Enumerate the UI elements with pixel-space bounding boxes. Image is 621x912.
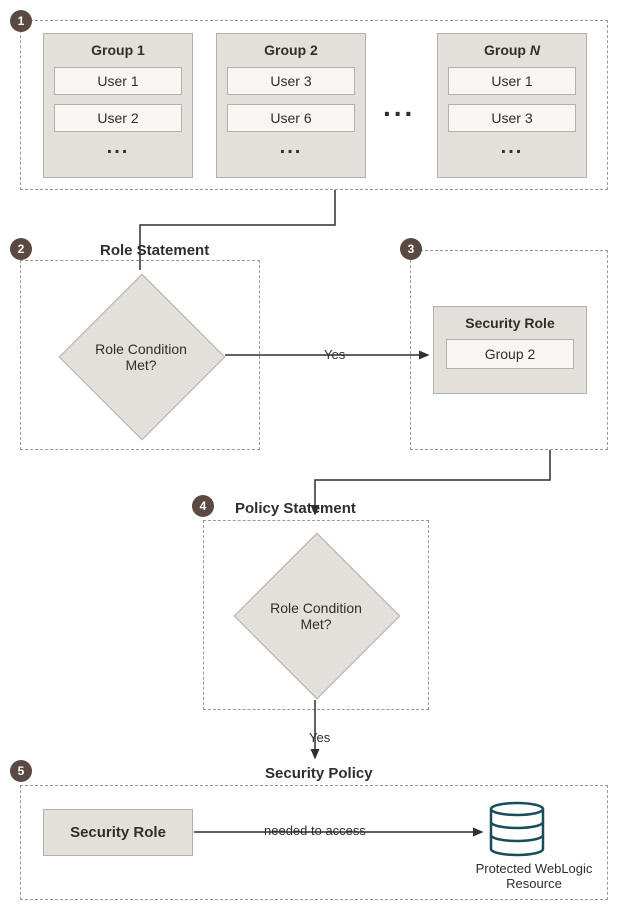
panel-security-policy: Security Role Protected WebLogic Resourc… <box>20 785 608 900</box>
security-role-box: Security Role Group 2 <box>433 306 587 394</box>
group-n-title: Group N <box>438 42 586 58</box>
user-pill: User 6 <box>227 104 355 132</box>
user-pill: User 3 <box>448 104 576 132</box>
badge-1: 1 <box>10 10 32 32</box>
edge-label-yes-1: Yes <box>320 347 349 362</box>
panel-role-statement: Role Condition Met? <box>20 260 260 450</box>
ellipsis-icon: ... <box>44 136 192 159</box>
badge-4: 4 <box>192 495 214 517</box>
edge-label-yes-2: Yes <box>305 730 334 745</box>
protected-resource-label: Protected WebLogic Resource <box>459 861 609 891</box>
group-2-title: Group 2 <box>217 42 365 58</box>
group-box-2: Group 2 User 3 User 6 ... <box>216 33 366 178</box>
security-role-node: Security Role <box>43 809 193 856</box>
edge-label-needed: needed to access <box>260 823 370 838</box>
ellipsis-icon: ... <box>438 136 586 159</box>
ellipsis-icon: ... <box>217 136 365 159</box>
group-1-title: Group 1 <box>44 42 192 58</box>
diamond-text: Role Condition Met? <box>256 600 376 632</box>
user-pill: User 1 <box>54 67 182 95</box>
security-role-title: Security Role <box>434 315 586 331</box>
user-pill: User 3 <box>227 67 355 95</box>
security-role-group: Group 2 <box>446 339 574 369</box>
diamond-role-condition-1: Role Condition Met? <box>41 256 241 456</box>
badge-2: 2 <box>10 238 32 260</box>
diamond-role-condition-2: Role Condition Met? <box>216 515 416 715</box>
security-policy-title: Security Policy <box>265 765 373 782</box>
badge-5: 5 <box>10 760 32 782</box>
user-pill: User 1 <box>448 67 576 95</box>
flowchart-canvas: 1 Group 1 User 1 User 2 ... Group 2 User… <box>10 10 611 902</box>
panel-role-mapping: Security Role Group 2 <box>410 250 608 450</box>
user-pill: User 2 <box>54 104 182 132</box>
diamond-text: Role Condition Met? <box>81 341 201 373</box>
panel-groups: Group 1 User 1 User 2 ... Group 2 User 3… <box>20 20 608 190</box>
panel-policy-statement: Role Condition Met? <box>203 520 429 710</box>
ellipsis-icon: ... <box>383 91 415 123</box>
group-box-1: Group 1 User 1 User 2 ... <box>43 33 193 178</box>
badge-3: 3 <box>400 238 422 260</box>
group-box-n: Group N User 1 User 3 ... <box>437 33 587 178</box>
